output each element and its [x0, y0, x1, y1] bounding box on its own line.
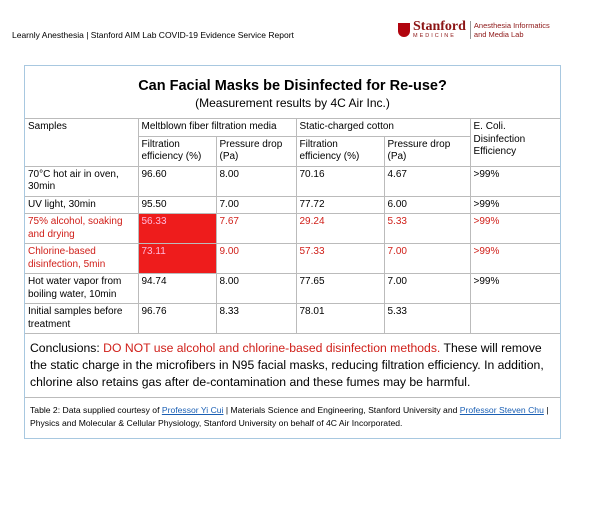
header-cell: Static-charged cotton [295, 118, 471, 137]
data-row: Hot water vapor from boiling water, 10mi… [25, 273, 560, 304]
data-row: UV light, 30min 95.50 7.00 77.72 6.00 >99% [25, 195, 560, 214]
value-cell: 7.00 [383, 243, 471, 274]
value-cell: 96.76 [137, 303, 217, 334]
warning: DO NOT use alcohol and chlorine-based di… [103, 341, 441, 355]
value-cell: 95.50 [137, 195, 217, 214]
sample-cell: UV light, 30min [25, 195, 139, 214]
value-cell: 73.11 [137, 243, 217, 274]
table-body: Samples Meltblown fiber filtration media… [25, 118, 560, 334]
value-cell: 6.00 [383, 195, 471, 214]
brand-name: Stanford [413, 19, 466, 34]
results-table: Samples Meltblown fiber filtration media… [25, 118, 560, 334]
value-cell: 9.00 [215, 243, 297, 274]
header-cell: Filtration efficiency (%) [295, 135, 385, 167]
value-cell: 8.33 [215, 303, 297, 334]
data-row: 70°C hot air in oven, 30min 96.60 8.00 70.1… [25, 165, 560, 197]
header-cell: Pressure drop (Pa) [383, 135, 470, 167]
value-cell: 56.33 [137, 213, 217, 244]
value-cell: 4.67 [383, 165, 471, 197]
sample-cell: 75% alcohol, soaking and drying [25, 213, 139, 244]
caption-text: | Physics and Molecular & Cellular Physi… [30, 405, 549, 428]
value-cell: >99% [469, 213, 560, 244]
lab-name: Anesthesia Informatics and Media Lab [469, 20, 550, 39]
header-cell: Pressure drop (Pa) [215, 135, 297, 167]
value-cell: >99% [469, 243, 560, 274]
value-cell: >99% [469, 195, 560, 214]
value-cell: 5.33 [383, 213, 471, 244]
lab-line: and Media Lab [473, 29, 524, 39]
value-cell: >99% [469, 273, 560, 304]
lab-line: Anesthesia Informatics [473, 20, 550, 30]
report-box: Can Facial Masks be Disinfected for Re-u… [24, 65, 561, 439]
data-row: 75% alcohol, soaking and drying 56.33 7.67… [25, 213, 560, 244]
header-cell: Samples [25, 118, 139, 167]
value-cell: 57.33 [295, 243, 385, 274]
header-cell: Meltblown fiber filtration media [137, 118, 297, 137]
value-cell: 77.65 [295, 273, 385, 304]
subtitle: (Measurement results by 4C Air Inc.) [195, 96, 390, 110]
value-cell: 94.74 [137, 273, 217, 304]
sample-cell: Hot water vapor from boiling water, 10mi… [25, 273, 139, 304]
caption-text: | Materials Science and Engineering, Sta… [225, 405, 458, 415]
value-cell: 29.24 [295, 213, 385, 244]
value-cell: 5.33 [383, 303, 471, 334]
link[interactable]: Professor Yi Cui [161, 405, 224, 415]
value-cell: >99% [469, 165, 560, 197]
data-row: Chlorine-based disinfection, 5min 73.11 9.… [25, 243, 560, 274]
sample-cell: 70°C hot air in oven, 30min [25, 165, 139, 197]
sample-cell: Initial samples before treatment [25, 303, 139, 334]
value-cell: 7.00 [215, 195, 297, 214]
header-row: Samples Meltblown fiber filtration media… [25, 118, 560, 167]
conclusions: Conclusions: DO NOT use alcohol and chlo… [25, 334, 560, 398]
report-header: Learnly Anesthesia | Stanford AIM Lab CO… [12, 30, 294, 40]
data-row: Initial samples before treatment 96.76 8.3… [25, 303, 560, 334]
logo: Stanford MEDICINE Anesthesia Informatics… [398, 20, 550, 40]
value-cell: 77.72 [295, 195, 385, 214]
title: Can Facial Masks be Disinfected for Re-u… [138, 78, 447, 94]
caption-text: Table 2: Data supplied courtesy of [30, 405, 160, 415]
value-cell: 96.60 [137, 165, 217, 197]
header-cell: Filtration efficiency (%) [138, 135, 217, 167]
value-cell: 78.01 [295, 303, 385, 334]
header-cell: E. Coli. Disinfection Efficiency [469, 118, 560, 167]
value-cell: 7.67 [215, 213, 297, 244]
conclusions-label: Conclusions: [30, 341, 100, 355]
conclusions-text: These will remove the static charge in t… [30, 341, 544, 389]
link[interactable]: Professor Steven Chu [459, 405, 544, 415]
sample-cell: Chlorine-based disinfection, 5min [25, 243, 139, 274]
value-cell: 8.00 [215, 273, 297, 304]
value-cell [469, 303, 560, 334]
value-cell: 7.00 [383, 273, 471, 304]
header-row: Filtration efficiency (%) Pressure drop … [25, 135, 560, 167]
brand: Stanford MEDICINE [413, 20, 466, 40]
caption: Table 2: Data supplied courtesy of Profe… [25, 398, 560, 438]
brand-sub: MEDICINE [413, 33, 456, 39]
value-cell: 70.16 [295, 165, 385, 197]
value-cell: 8.00 [215, 165, 297, 197]
shield-icon [398, 22, 410, 37]
